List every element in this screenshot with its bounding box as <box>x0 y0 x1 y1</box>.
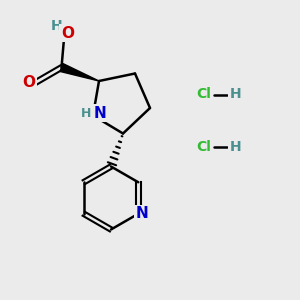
Text: O: O <box>61 26 74 40</box>
Text: H: H <box>81 106 92 120</box>
Text: H: H <box>230 140 241 154</box>
Text: Cl: Cl <box>196 140 211 154</box>
Text: H: H <box>230 88 241 101</box>
Polygon shape <box>60 64 99 81</box>
Text: O: O <box>22 75 35 90</box>
Text: H: H <box>51 19 63 32</box>
Text: N: N <box>136 206 148 221</box>
Text: Cl: Cl <box>196 88 211 101</box>
Text: N: N <box>93 106 106 121</box>
